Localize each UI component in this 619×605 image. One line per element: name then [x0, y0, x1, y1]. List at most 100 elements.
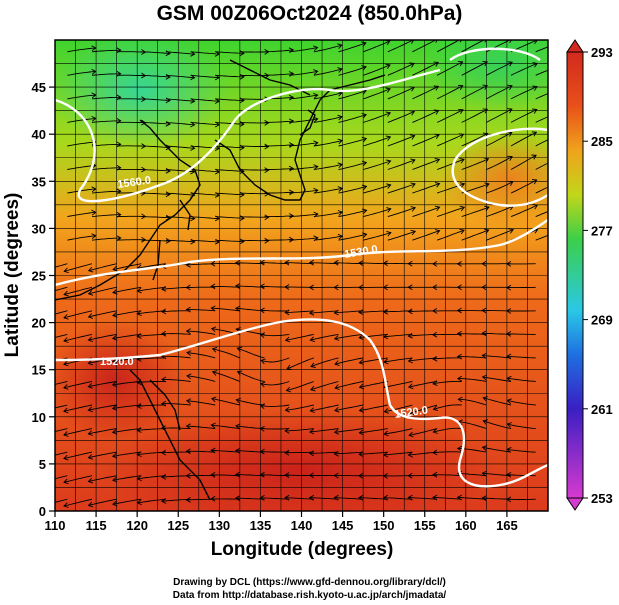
- streamline: [387, 183, 416, 194]
- streamline-arrow: [433, 85, 440, 91]
- streamline-arrow: [235, 397, 241, 404]
- y-tick-label: 30: [32, 221, 46, 236]
- streamline: [63, 451, 93, 460]
- streamline: [309, 497, 339, 500]
- streamline-arrow: [333, 284, 339, 291]
- streamline: [387, 110, 415, 123]
- streamline: [215, 239, 245, 243]
- streamline: [289, 142, 318, 147]
- streamline: [383, 451, 413, 456]
- streamline: [264, 215, 294, 218]
- streamline-arrow: [507, 155, 513, 161]
- streamline-arrow: [185, 448, 191, 455]
- streamline: [313, 116, 343, 123]
- streamline: [384, 428, 413, 435]
- streamline: [284, 474, 314, 477]
- streamline-arrow: [508, 228, 514, 234]
- streamline: [137, 333, 166, 337]
- streamline: [112, 475, 142, 481]
- streamline: [137, 404, 166, 407]
- streamline: [510, 109, 537, 123]
- streamline-arrow: [358, 472, 364, 479]
- streamline: [186, 400, 216, 406]
- streamline: [412, 230, 440, 241]
- streamline: [141, 145, 171, 149]
- streamline: [63, 310, 93, 319]
- x-tick-label: 135: [250, 518, 272, 533]
- streamline-arrow: [383, 430, 389, 437]
- y-tick-label: 40: [32, 127, 46, 142]
- streamline: [482, 497, 512, 500]
- streamline-arrow: [87, 336, 93, 343]
- streamline: [137, 428, 166, 431]
- streamline: [310, 381, 339, 391]
- streamline-arrow: [112, 312, 118, 318]
- streamline-arrow: [111, 381, 118, 388]
- streamline: [334, 310, 364, 314]
- streamline-arrow: [358, 260, 364, 266]
- streamline-arrow: [407, 308, 413, 315]
- streamline: [116, 239, 146, 241]
- streamline: [88, 381, 117, 388]
- streamline-arrow: [482, 108, 489, 114]
- streamline: [212, 371, 241, 382]
- streamline: [412, 85, 439, 100]
- streamline-arrow: [210, 283, 216, 290]
- streamline: [141, 51, 171, 54]
- streamline-arrow: [284, 336, 291, 343]
- streamline: [436, 85, 463, 100]
- streamline-arrow: [309, 336, 315, 343]
- streamline-arrow: [361, 41, 367, 47]
- streamline: [362, 88, 391, 100]
- wind-streamlines: [55, 40, 562, 508]
- streamline-arrow: [407, 494, 413, 501]
- streamline: [91, 49, 121, 53]
- streamline: [309, 451, 339, 454]
- streamline: [237, 371, 265, 382]
- contour-1530: [55, 218, 548, 287]
- streamline: [112, 428, 142, 433]
- streamline: [235, 497, 265, 500]
- streamline-arrow: [234, 283, 241, 289]
- streamline-arrow: [459, 205, 466, 212]
- streamline: [285, 333, 314, 341]
- colorbar-label: 285: [591, 134, 613, 149]
- streamline-arrow: [337, 43, 343, 49]
- streamline: [387, 230, 416, 241]
- streamline: [507, 423, 536, 430]
- streamline-arrow: [333, 309, 339, 316]
- streamline: [362, 136, 391, 147]
- streamline-arrow: [507, 131, 513, 137]
- streamline-arrow: [386, 230, 392, 237]
- streamline: [67, 94, 96, 100]
- streamline: [359, 451, 388, 455]
- streamline: [260, 381, 290, 386]
- streamline: [383, 333, 413, 338]
- streamline: [362, 64, 391, 76]
- streamline-arrow: [557, 156, 562, 161]
- streamline-arrow: [456, 261, 462, 267]
- streamline-arrow: [484, 182, 490, 188]
- x-tick-label: 150: [373, 518, 395, 533]
- streamline: [535, 210, 548, 218]
- streamline: [211, 398, 240, 406]
- streamline: [313, 163, 343, 170]
- streamline-arrow: [457, 84, 464, 91]
- streamline: [482, 472, 512, 477]
- streamline: [161, 498, 191, 502]
- streamline-arrow: [285, 386, 292, 393]
- x-tick-label: 165: [496, 518, 518, 533]
- streamline-arrow: [112, 500, 118, 507]
- streamline-arrow: [161, 376, 167, 383]
- streamline-arrow: [186, 373, 192, 380]
- streamline: [165, 239, 195, 243]
- streamline-arrow: [112, 289, 118, 295]
- x-tick-label: 130: [208, 518, 230, 533]
- streamline: [88, 286, 117, 295]
- streamline-arrow: [160, 474, 167, 480]
- streamline-arrow: [457, 61, 464, 67]
- contour-labels: 1560.0 1530.0 1520.0 1520.0: [100, 174, 429, 421]
- streamline: [239, 121, 269, 124]
- streamline: [67, 70, 96, 76]
- streamline-arrow: [309, 407, 315, 414]
